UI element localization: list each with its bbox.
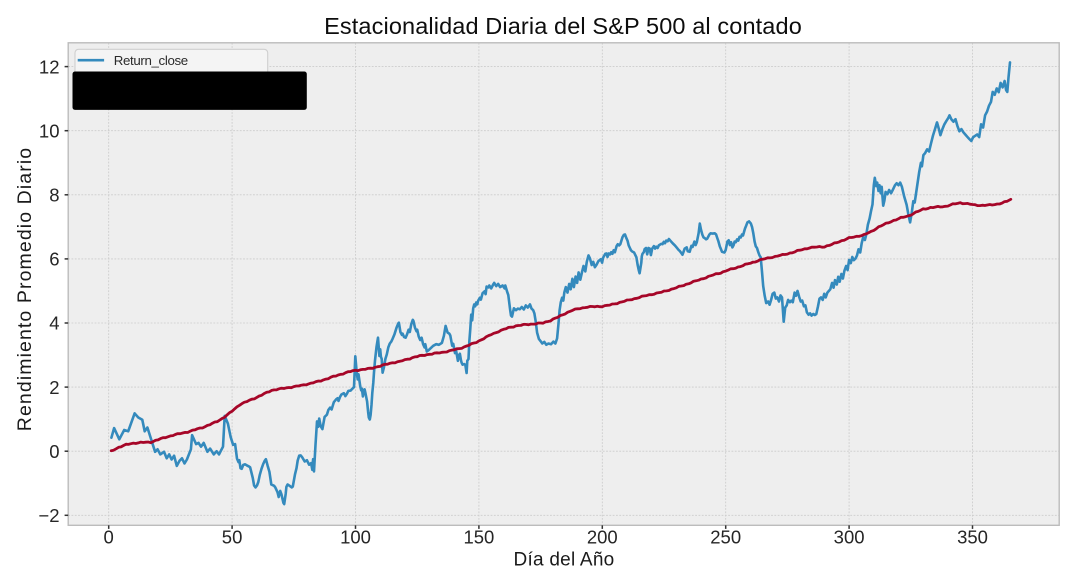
svg-text:6: 6: [49, 249, 59, 270]
svg-text:150: 150: [463, 527, 494, 548]
svg-text:0: 0: [104, 527, 114, 548]
svg-text:100: 100: [340, 527, 371, 548]
svg-text:−2: −2: [38, 505, 59, 526]
svg-text:300: 300: [834, 527, 865, 548]
svg-text:0: 0: [49, 441, 59, 462]
svg-text:250: 250: [710, 527, 741, 548]
svg-text:Rendimiento Promedio Diario: Rendimiento Promedio Diario: [14, 147, 36, 431]
svg-text:8: 8: [49, 185, 59, 206]
svg-text:4: 4: [49, 313, 59, 334]
svg-text:50: 50: [222, 527, 243, 548]
svg-text:2: 2: [49, 377, 59, 398]
svg-text:12: 12: [39, 56, 60, 77]
svg-text:200: 200: [587, 527, 618, 548]
svg-text:350: 350: [957, 527, 988, 548]
svg-text:10: 10: [39, 120, 60, 141]
svg-text:Día del Año: Día del Año: [514, 550, 615, 571]
svg-text:Estacionalidad Diaria del S&P: Estacionalidad Diaria del S&P 500 al con…: [324, 13, 802, 39]
svg-text:Return_close: Return_close: [114, 53, 188, 68]
